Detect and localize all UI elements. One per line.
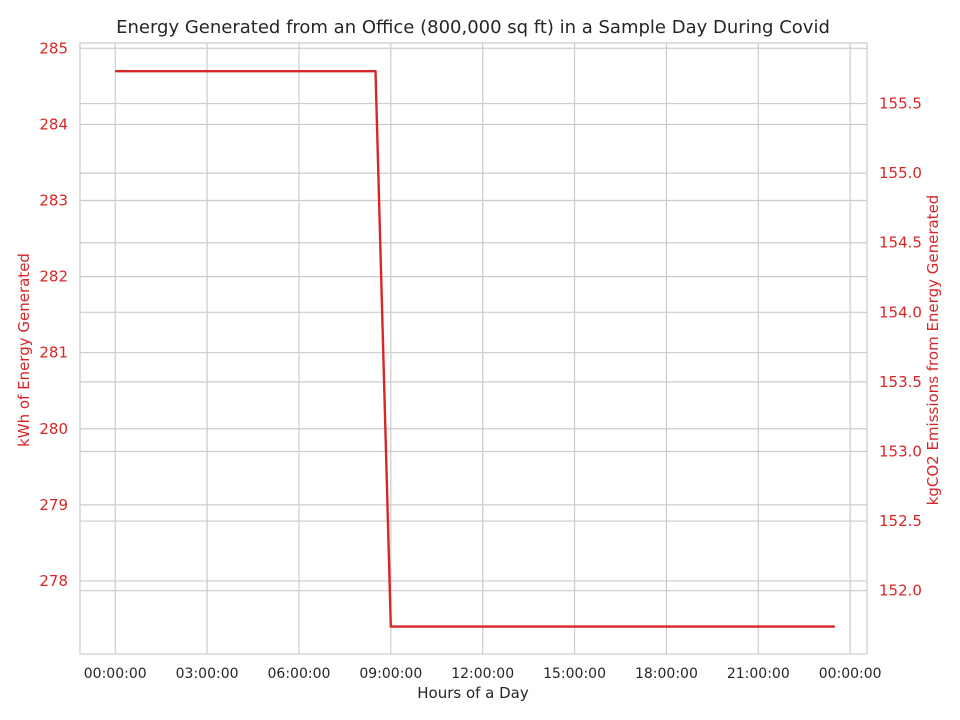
left-y-gridlines — [80, 47, 867, 582]
left-y-tick-label: 285 — [39, 39, 68, 57]
left-y-tick-label: 284 — [39, 115, 68, 133]
x-tick-label: 09:00:00 — [359, 666, 422, 682]
x-tick-label: 21:00:00 — [727, 666, 790, 682]
x-tick-label: 18:00:00 — [635, 666, 698, 682]
x-tick-label: 12:00:00 — [451, 666, 514, 682]
left-y-tick-label: 283 — [39, 192, 68, 210]
x-tick-label: 00:00:00 — [819, 666, 882, 682]
right-y-tick-label: 152.5 — [879, 512, 922, 530]
right-y-tick-label: 152.0 — [879, 582, 922, 600]
x-axis-label: Hours of a Day — [417, 684, 529, 702]
right-y-tick-label: 155.0 — [879, 164, 922, 182]
right-y-tick-label: 154.5 — [879, 234, 922, 252]
chart-title: Energy Generated from an Office (800,000… — [116, 17, 830, 38]
right-y-tick-label: 155.5 — [879, 95, 922, 113]
x-tick-label: 03:00:00 — [176, 666, 239, 682]
plot-frame — [79, 42, 868, 655]
left-y-tick-label: 281 — [39, 344, 68, 362]
left-y-tick-label: 279 — [39, 496, 68, 514]
left-y-axis-label: kWh of Energy Generated — [15, 253, 33, 447]
right-y-gridlines — [80, 102, 867, 592]
x-tick-labels: 00:00:00 03:00:00 06:00:00 09:00:00 12:00:00… — [84, 666, 882, 682]
x-tick-label: 06:00:00 — [268, 666, 331, 682]
right-y-tick-label: 154.0 — [879, 303, 922, 321]
right-y-tick-label: 153.5 — [879, 373, 922, 391]
series-layer — [115, 69, 835, 628]
x-tick-label: 00:00:00 — [84, 666, 147, 682]
x-gridlines — [114, 43, 851, 654]
left-y-tick-label: 278 — [39, 572, 68, 590]
left-y-tick-labels: 278 279 280 281 282 283 284 285 — [39, 39, 68, 590]
right-y-tick-label: 153.0 — [879, 442, 922, 460]
series-line — [115, 69, 835, 628]
right-y-tick-labels: 152.0 152.5 153.0 153.5 154.0 154.5 155.0 155.5 — [879, 95, 922, 600]
x-tick-label: 15:00:00 — [543, 666, 606, 682]
left-y-tick-label: 280 — [39, 420, 68, 438]
left-y-tick-label: 282 — [39, 268, 68, 286]
right-y-axis-label: kgCO2 Emissions from Energy Generated — [924, 195, 942, 506]
